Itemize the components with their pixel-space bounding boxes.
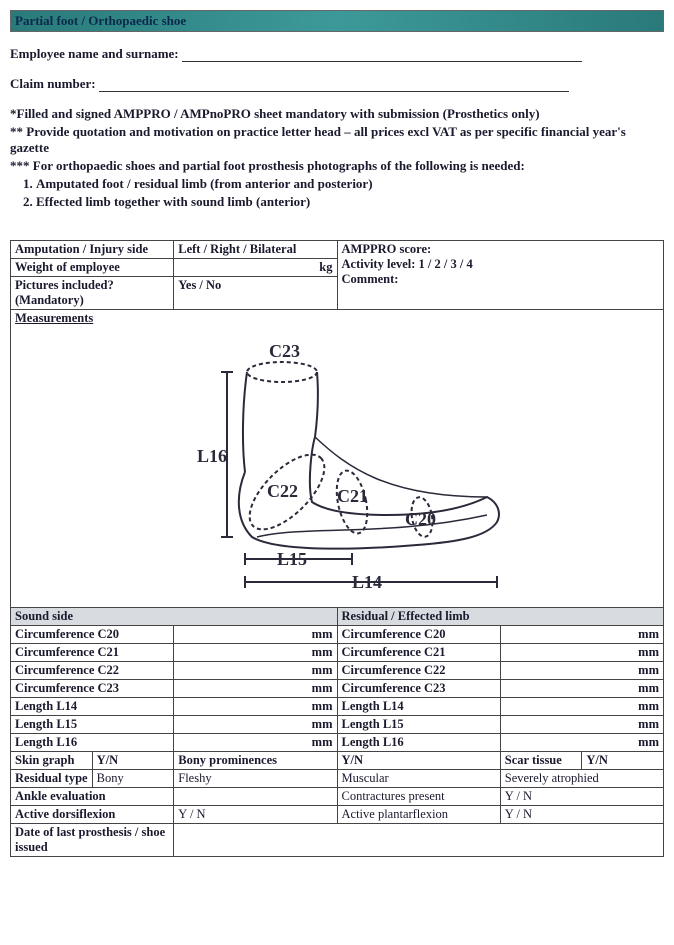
note-3-sub1: Amputated foot / residual limb (from ant… [36, 176, 664, 192]
cell-weight: Weight of employee [11, 259, 174, 277]
head-sound-side: Sound side [11, 608, 338, 626]
sound-c21: Circumference C21 [11, 644, 174, 662]
diag-label-l15: L15 [277, 549, 307, 569]
note-2: ** Provide quotation and motivation on p… [10, 124, 664, 156]
employee-label: Employee name and surname: [10, 46, 179, 61]
employee-name-line[interactable] [182, 48, 582, 62]
diag-label-c21: C21 [337, 486, 368, 506]
res-l14: Length L14 [337, 698, 500, 716]
residual-bony[interactable]: Bony [92, 770, 174, 788]
contractures-label: Contractures present [337, 788, 500, 806]
skin-graph-label: Skin graph [11, 752, 93, 770]
diag-label-l16: L16 [197, 446, 227, 466]
activity-level-label: Activity level: 1 / 2 / 3 / 4 [342, 257, 660, 272]
sound-l15: Length L15 [11, 716, 174, 734]
diag-label-c23: C23 [269, 341, 300, 361]
last-prosth-label: Date of last prosthesis / shoe issued [11, 824, 174, 857]
scar-label: Scar tissue [500, 752, 582, 770]
residual-fleshy[interactable]: Fleshy [174, 770, 337, 788]
res-l14-val[interactable]: mm [500, 698, 663, 716]
sound-l14-val[interactable]: mm [174, 698, 337, 716]
res-l16-val[interactable]: mm [500, 734, 663, 752]
sound-c22: Circumference C22 [11, 662, 174, 680]
bony-prom-label: Bony prominences [174, 752, 337, 770]
scar-yn[interactable]: Y/N [582, 752, 664, 770]
note-3-sub2: Effected limb together with sound limb (… [36, 194, 664, 210]
diag-label-l14: L14 [352, 572, 382, 592]
cell-diagram: C23 C22 C21 C20 L16 L15 L14 [11, 327, 664, 608]
res-c22-val[interactable]: mm [500, 662, 663, 680]
skin-graph-yn[interactable]: Y/N [92, 752, 174, 770]
ankle-eval-label: Ankle evaluation [11, 788, 174, 806]
cell-pictures: Pictures included? (Mandatory) [11, 277, 174, 310]
claim-number-line[interactable] [99, 78, 569, 92]
last-prosth-value[interactable] [174, 824, 664, 857]
employee-name-field: Employee name and surname: [10, 46, 664, 62]
notes-block: *Filled and signed AMPPRO / AMPnoPRO she… [10, 106, 664, 210]
ankle-eval-blank[interactable] [174, 788, 337, 806]
sound-l14: Length L14 [11, 698, 174, 716]
head-residual: Residual / Effected limb [337, 608, 664, 626]
note-3: *** For orthopaedic shoes and partial fo… [10, 158, 664, 174]
contractures-yn[interactable]: Y / N [500, 788, 663, 806]
amppro-score-label: AMPPRO score: [342, 242, 660, 257]
res-c20: Circumference C20 [337, 626, 500, 644]
diag-label-c20: C20 [405, 509, 436, 529]
sound-l16: Length L16 [11, 734, 174, 752]
res-c21-val[interactable]: mm [500, 644, 663, 662]
sound-c23-val[interactable]: mm [174, 680, 337, 698]
page-header: Partial foot / Orthopaedic shoe [10, 10, 664, 32]
sound-c20-val[interactable]: mm [174, 626, 337, 644]
note-1: *Filled and signed AMPPRO / AMPnoPRO she… [10, 106, 664, 122]
res-l15-val[interactable]: mm [500, 716, 663, 734]
sound-c20: Circumference C20 [11, 626, 174, 644]
sound-c21-val[interactable]: mm [174, 644, 337, 662]
residual-sev-atr[interactable]: Severely atrophied [500, 770, 663, 788]
cell-amp-side: Amputation / Injury side [11, 241, 174, 259]
bony-prom-yn[interactable]: Y/N [337, 752, 500, 770]
res-c20-val[interactable]: mm [500, 626, 663, 644]
comment-label: Comment: [342, 272, 660, 287]
cell-lrb: Left / Right / Bilateral [174, 241, 337, 259]
foot-diagram: C23 C22 C21 C20 L16 L15 L14 [157, 337, 517, 597]
sound-l15-val[interactable]: mm [174, 716, 337, 734]
res-c21: Circumference C21 [337, 644, 500, 662]
measurements-label: Measurements [15, 311, 93, 325]
sound-c22-val[interactable]: mm [174, 662, 337, 680]
plantar-yn[interactable]: Y / N [500, 806, 663, 824]
plantar-label: Active plantarflexion [337, 806, 500, 824]
res-c23-val[interactable]: mm [500, 680, 663, 698]
res-c23: Circumference C23 [337, 680, 500, 698]
cell-amppro-block[interactable]: AMPPRO score: Activity level: 1 / 2 / 3 … [337, 241, 664, 310]
residual-type-label: Residual type [11, 770, 93, 788]
cell-measurements-head: Measurements [11, 310, 664, 328]
claim-number-field: Claim number: [10, 76, 664, 92]
res-l16: Length L16 [337, 734, 500, 752]
res-c22: Circumference C22 [337, 662, 500, 680]
assessment-table: Amputation / Injury side Left / Right / … [10, 240, 664, 857]
cell-kg[interactable]: kg [174, 259, 337, 277]
sound-l16-val[interactable]: mm [174, 734, 337, 752]
residual-muscular[interactable]: Muscular [337, 770, 500, 788]
dorsi-yn[interactable]: Y / N [174, 806, 337, 824]
sound-c23: Circumference C23 [11, 680, 174, 698]
claim-label: Claim number: [10, 76, 96, 91]
dorsi-label: Active dorsiflexion [11, 806, 174, 824]
diag-label-c22: C22 [267, 481, 298, 501]
cell-yesno[interactable]: Yes / No [174, 277, 337, 310]
res-l15: Length L15 [337, 716, 500, 734]
